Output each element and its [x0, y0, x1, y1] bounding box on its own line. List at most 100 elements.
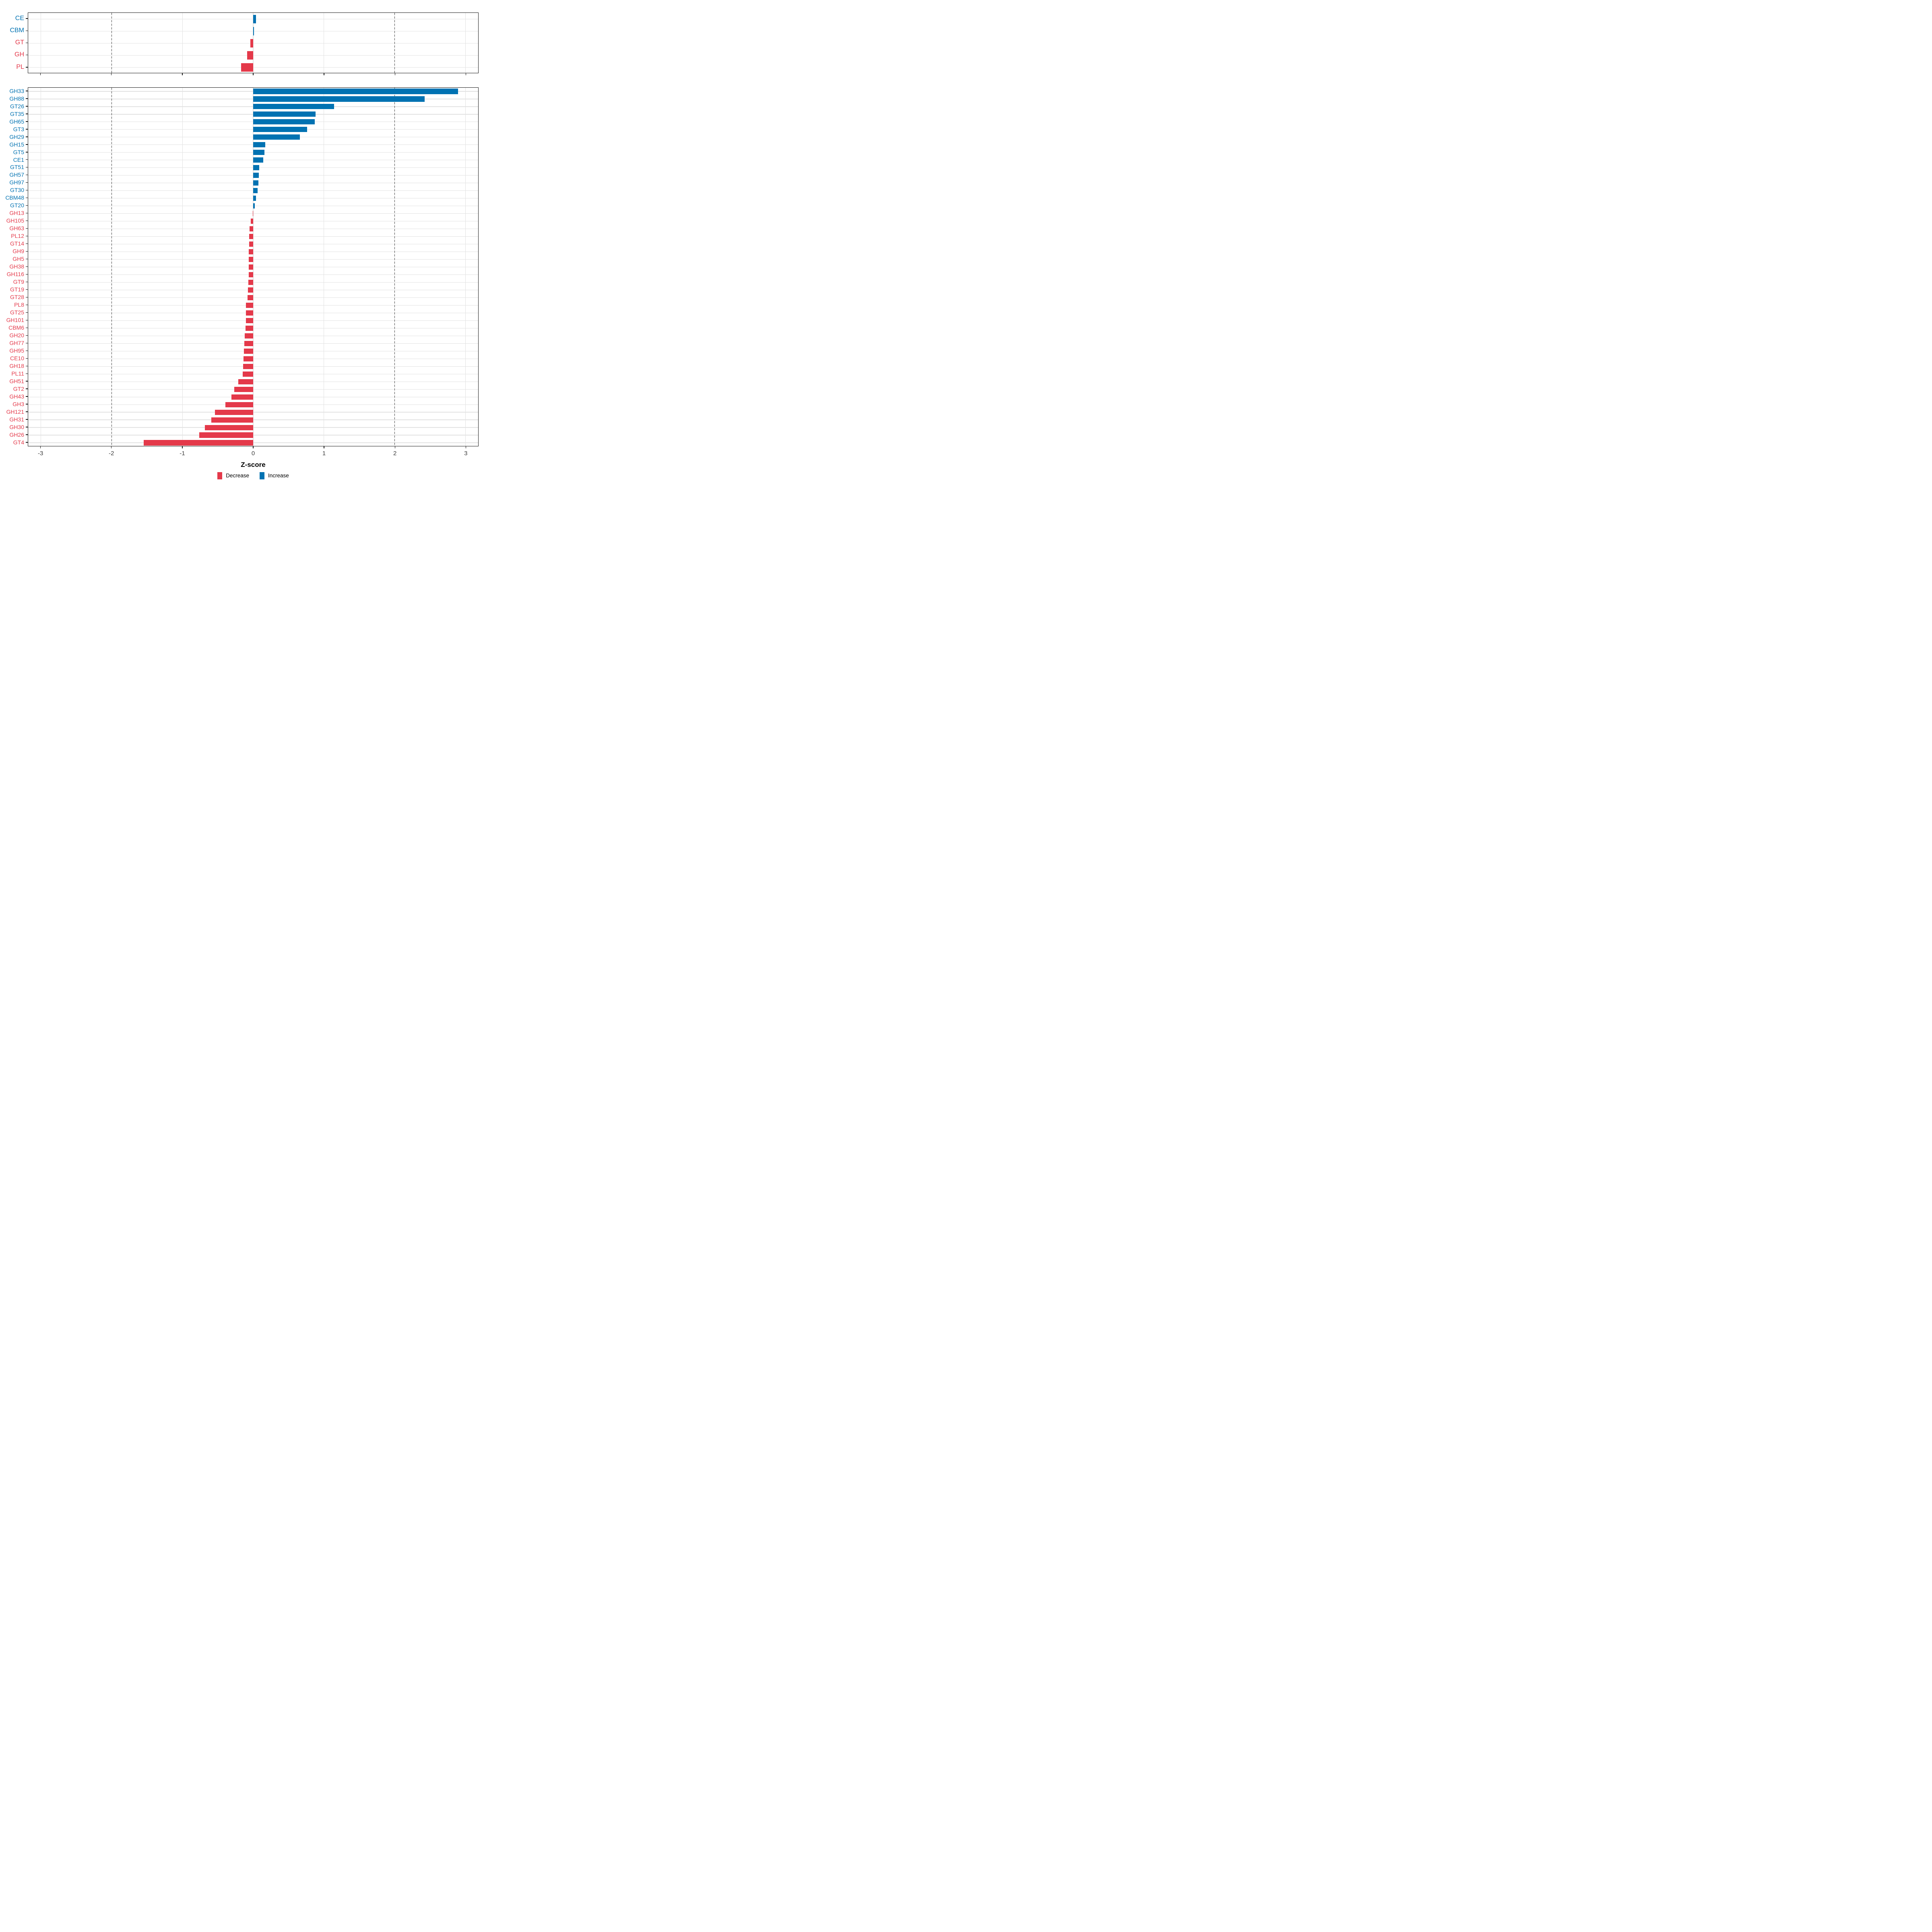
bar-GT51: [253, 165, 259, 171]
x-axis-title: Z-score: [241, 460, 266, 469]
x-tick-mark: [40, 446, 41, 448]
x-tick-label--2: -2: [109, 450, 114, 457]
bar-GH20: [244, 333, 254, 339]
legend-swatch-increase: [260, 472, 264, 479]
category-label-GH51: GH51: [9, 378, 24, 384]
category-label-GH116: GH116: [6, 271, 24, 278]
bar-GH31: [211, 417, 254, 423]
category-label-GH: GH: [14, 51, 24, 58]
category-label-GH13: GH13: [9, 210, 24, 217]
bar-GH5: [249, 256, 253, 262]
bar-GT5: [253, 150, 265, 155]
x-tick-label-0: 0: [251, 450, 255, 457]
legend-swatch-decrease: [217, 472, 223, 479]
bar-GT30: [253, 188, 258, 194]
category-label-CBM6: CBM6: [8, 324, 24, 331]
bar-GH101: [246, 318, 254, 323]
y-tick-mark: [26, 98, 28, 99]
x-tick-mark: [40, 73, 41, 75]
families-panel: [28, 87, 479, 446]
category-label-GT2: GT2: [13, 385, 24, 392]
category-label-GT4: GT4: [13, 439, 24, 446]
category-label-GT20: GT20: [10, 202, 24, 209]
legend-item-decrease: Decrease: [217, 472, 249, 479]
x-tick-label--3: -3: [38, 450, 43, 457]
category-label-GH63: GH63: [9, 225, 24, 232]
bar-PL: [241, 63, 254, 72]
bar-GH97: [253, 180, 258, 186]
category-label-GT26: GT26: [10, 103, 24, 109]
bar-CBM48: [253, 196, 256, 201]
category-label-GH30: GH30: [9, 423, 24, 430]
category-label-GH105: GH105: [6, 217, 24, 224]
category-label-PL8: PL8: [14, 301, 24, 308]
x-tick-label-3: 3: [464, 450, 468, 457]
dashed-reference-line: [111, 13, 112, 73]
gridline-vertical: [465, 13, 466, 73]
bar-GH3: [225, 402, 254, 407]
y-tick-mark: [26, 274, 28, 275]
bar-GT2: [234, 386, 254, 392]
category-label-GT19: GT19: [10, 286, 24, 293]
category-label-GH38: GH38: [9, 263, 24, 270]
y-tick-mark: [26, 251, 28, 252]
category-label-GT30: GT30: [10, 187, 24, 194]
category-label-CE1: CE1: [13, 156, 24, 163]
y-tick-mark: [26, 18, 28, 19]
category-label-CE10: CE10: [10, 355, 24, 361]
bar-GH77: [244, 341, 254, 346]
category-label-GH31: GH31: [9, 416, 24, 423]
category-label-GT28: GT28: [10, 294, 24, 301]
bar-GT3: [253, 127, 307, 132]
dashed-reference-line: [394, 87, 395, 446]
bar-GT4: [143, 440, 254, 446]
y-tick-mark: [26, 434, 28, 435]
category-label-GH121: GH121: [6, 408, 24, 415]
bar-GH116: [248, 272, 253, 278]
category-label-GT5: GT5: [13, 149, 24, 155]
category-label-CBM48: CBM48: [5, 194, 24, 201]
bar-CBM6: [246, 325, 254, 331]
y-tick-mark: [26, 159, 28, 160]
legend-label-decrease: Decrease: [226, 473, 249, 479]
category-label-GH43: GH43: [9, 393, 24, 400]
x-tick-label-1: 1: [322, 450, 326, 457]
bar-PL12: [249, 234, 253, 239]
category-label-GH18: GH18: [9, 362, 24, 369]
bar-GT20: [253, 203, 255, 209]
category-label-GT35: GT35: [10, 110, 24, 117]
bar-GH121: [215, 409, 254, 415]
bar-PL8: [246, 302, 254, 308]
bar-GT14: [249, 242, 253, 247]
category-label-GH29: GH29: [9, 133, 24, 140]
bar-CE1: [253, 157, 263, 163]
category-label-PL: PL: [16, 63, 24, 70]
y-tick-mark: [26, 228, 28, 229]
x-tick-label-2: 2: [393, 450, 397, 457]
category-label-GH101: GH101: [6, 317, 24, 324]
bar-GH: [247, 51, 253, 60]
y-tick-mark: [26, 388, 28, 389]
y-tick-mark: [26, 121, 28, 122]
summary-panel: [28, 12, 479, 73]
category-label-GH9: GH9: [12, 248, 24, 255]
y-tick-mark: [26, 289, 28, 290]
bar-GH57: [253, 173, 259, 178]
bar-GH65: [253, 119, 315, 125]
bar-GH43: [231, 394, 254, 400]
category-label-PL11: PL11: [11, 370, 24, 377]
category-label-GH77: GH77: [9, 340, 24, 346]
bar-GH33: [253, 89, 458, 94]
figure-canvas: Z-score Decrease Increase CE CBM GT GH PL GH33…: [0, 0, 483, 483]
y-tick-mark: [26, 358, 28, 359]
category-label-GH65: GH65: [9, 118, 24, 125]
legend: Decrease Increase: [28, 472, 479, 479]
category-label-GH97: GH97: [9, 179, 24, 186]
category-label-GT51: GT51: [10, 164, 24, 171]
category-label-GH3: GH3: [12, 400, 24, 407]
bar-GT26: [253, 104, 334, 109]
category-label-GT: GT: [15, 39, 24, 46]
gridline-vertical: [182, 87, 183, 446]
bar-GH15: [253, 142, 265, 148]
bar-GH9: [249, 249, 253, 255]
